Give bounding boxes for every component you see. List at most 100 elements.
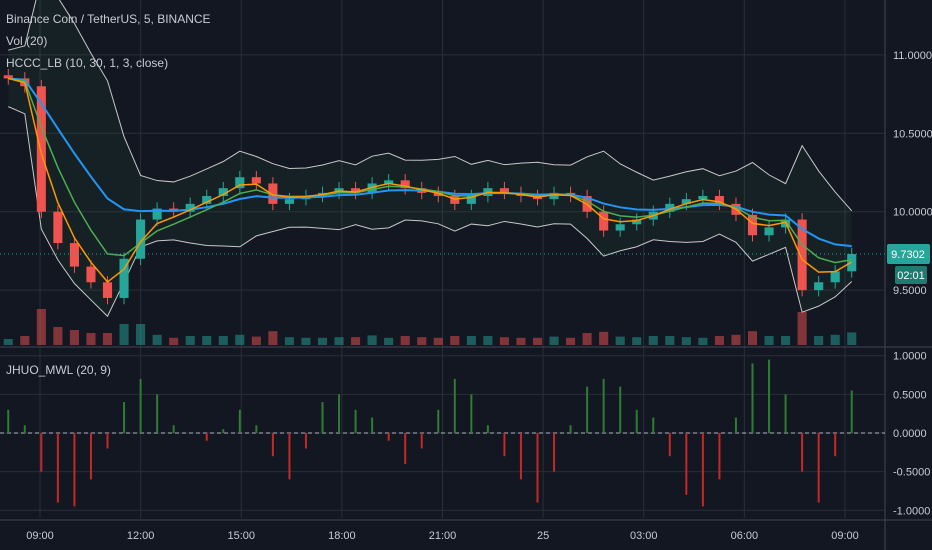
candle [235, 177, 245, 189]
envelope-bands [8, 0, 853, 318]
volume-bar [317, 337, 328, 345]
volume-legend[interactable]: Vol (20) [6, 34, 48, 48]
volume-bar [152, 334, 162, 345]
oscillator-legend[interactable]: JHUO_MWL (20, 9) [6, 363, 111, 377]
candle [3, 75, 13, 79]
candle [698, 196, 708, 200]
osc-tick-label: -1.0000 [893, 505, 930, 517]
volume-bar [400, 336, 410, 345]
moving-averages [0, 77, 885, 283]
volume-bar [764, 336, 774, 345]
volume-bar [582, 333, 592, 345]
volume-bar [53, 327, 63, 345]
candle [549, 192, 559, 200]
candle [185, 203, 195, 212]
price-tick-label: 11.0000 [893, 50, 932, 62]
volume-bar [69, 330, 79, 345]
volume-bar [119, 324, 129, 345]
candle [69, 243, 79, 267]
time-tick-label: 09:00 [831, 530, 859, 542]
candle [36, 86, 46, 212]
volume-bar [284, 337, 294, 345]
volume-bar [566, 337, 576, 345]
axes: 11.0000 10.5000 10.0000 9.5000 1.0000 0.5000 0… [26, 50, 932, 542]
volume-bar [632, 337, 642, 345]
candle [499, 188, 509, 193]
countdown-tag [895, 266, 927, 285]
volume-bar [714, 336, 724, 345]
volume-bar [665, 336, 675, 345]
time-tick-label: 21:00 [429, 530, 457, 542]
osc-tick-label: 0.5000 [893, 389, 927, 401]
candle [466, 196, 476, 204]
volume-bar [532, 337, 543, 345]
countdown-label: 02:01 [897, 270, 925, 282]
volume-bar [218, 336, 228, 345]
time-tick-label: 03:00 [630, 530, 658, 542]
time-tick-label: 15:00 [227, 530, 255, 542]
volume-bar [136, 324, 146, 345]
candle [202, 196, 212, 204]
candle [714, 196, 724, 204]
volume-bar [549, 336, 559, 345]
candle [433, 192, 443, 197]
price-tick-label: 10.5000 [893, 128, 932, 140]
volume-bar [334, 337, 344, 345]
price-tag [887, 244, 930, 265]
volume-bar [367, 335, 377, 345]
upper-band [8, 0, 853, 212]
candle [218, 188, 228, 197]
candle [400, 180, 410, 189]
ema-mid [8, 77, 852, 264]
volume-bar [235, 334, 245, 345]
candle [251, 177, 261, 184]
candle [814, 282, 824, 291]
volume-bar [830, 334, 840, 345]
volume-bar [747, 331, 758, 345]
time-tick-label: 06:00 [731, 530, 759, 542]
volume-bar [251, 336, 261, 345]
volume-bar [301, 337, 311, 345]
oscillator [0, 359, 885, 507]
volume-bar [797, 312, 807, 345]
band-fill [8, 0, 852, 317]
lower-band [8, 106, 853, 318]
volume-bar [86, 333, 96, 345]
volume-bar [20, 336, 30, 345]
volume-bar [599, 331, 609, 345]
candle [665, 203, 675, 212]
ema-fast [8, 77, 853, 283]
volume-bar [814, 336, 824, 345]
candle [764, 227, 774, 236]
volume-bar [516, 337, 526, 345]
candle [119, 258, 129, 298]
candle [152, 208, 162, 220]
candle [268, 183, 278, 204]
candles [3, 69, 857, 305]
candle [615, 224, 625, 231]
candle [102, 282, 113, 298]
candle [284, 199, 294, 204]
candle [367, 183, 377, 193]
osc-tick-label: 1.0000 [893, 351, 927, 363]
symbol-legend[interactable]: Binance Coin / TetherUS, 5, BINANCE [6, 12, 211, 26]
candle [384, 180, 394, 184]
time-tick-label: 09:00 [26, 530, 54, 542]
volume-bar [483, 336, 493, 345]
volume-bar [417, 337, 427, 345]
candle [599, 211, 609, 231]
volume-bars [3, 309, 857, 345]
volume-bar [384, 337, 394, 345]
indicator-legend[interactable]: HCCC_LB (10, 30, 1, 3, close) [6, 56, 169, 70]
time-tick-label: 12:00 [127, 530, 155, 542]
price-tick-label: 10.0000 [893, 207, 932, 219]
volume-bar [648, 336, 658, 345]
osc-tick-label: 0.0000 [893, 428, 927, 440]
volume-bar [847, 332, 857, 345]
volume-bar [450, 336, 460, 345]
volume-bar [268, 331, 278, 345]
time-tick-label: 18:00 [328, 530, 356, 542]
candle [747, 214, 758, 236]
volume-bar [781, 336, 791, 345]
